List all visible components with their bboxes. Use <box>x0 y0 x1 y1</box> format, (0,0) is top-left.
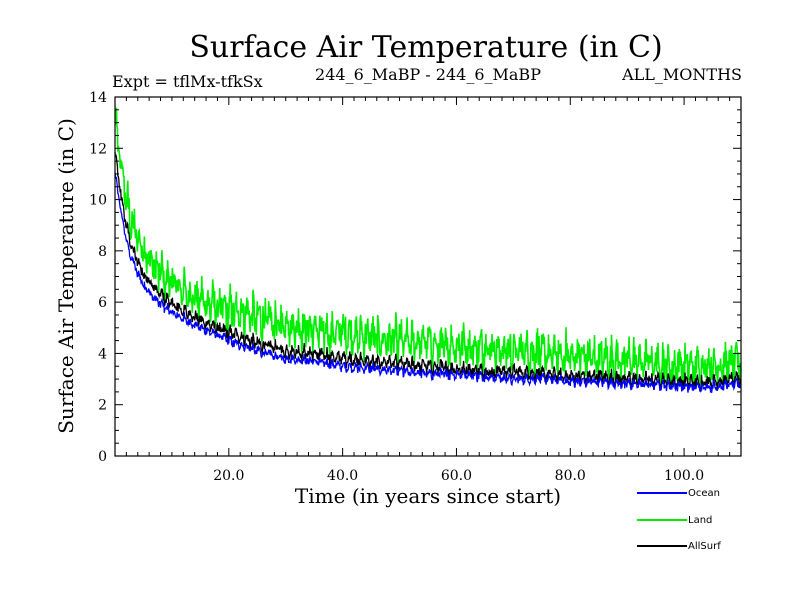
legend-label-ocean: Ocean <box>688 488 720 499</box>
x-tick-label: 20.0 <box>213 468 244 484</box>
x-tick-label: 40.0 <box>327 468 358 484</box>
y-tick-label: 10 <box>89 193 107 209</box>
y-tick-label: 12 <box>89 141 107 157</box>
legend-label-land: Land <box>688 515 712 526</box>
series-line-ocean <box>114 172 742 393</box>
series-layer <box>114 107 742 393</box>
y-tick-label: 14 <box>89 90 107 106</box>
legend: Ocean Land AllSurf <box>637 488 721 552</box>
subtitle-months: ALL_MONTHS <box>621 65 742 84</box>
plot-frame <box>114 96 742 457</box>
x-axis-label: Time (in years since start) <box>295 484 561 508</box>
x-tick-label: 60.0 <box>441 468 472 484</box>
series-line-land <box>114 107 742 390</box>
y-tick-label: 4 <box>98 346 107 362</box>
legend-label-allsurf: AllSurf <box>688 541 721 552</box>
subtitle-experiment: Expt = tflMx-tfkSx <box>112 72 263 91</box>
series-line-allsurf <box>114 152 742 391</box>
subtitle-comparison: 244_6_MaBP - 244_6_MaBP <box>315 65 541 84</box>
x-tick-label: 100.0 <box>664 468 704 484</box>
y-tick-label: 0 <box>98 449 107 465</box>
y-tick-label: 8 <box>98 244 107 260</box>
y-tick-label: 6 <box>98 295 107 311</box>
ticks-layer: 0 2 4 6 8 10 12 14 20.0 40.0 60.0 80.0 100.0 <box>89 90 741 484</box>
y-tick-label: 2 <box>98 398 107 414</box>
x-tick-label: 80.0 <box>555 468 586 484</box>
chart-title: Surface Air Temperature (in C) <box>189 30 662 65</box>
y-axis-label: Surface Air Temperature (in C) <box>54 118 78 434</box>
